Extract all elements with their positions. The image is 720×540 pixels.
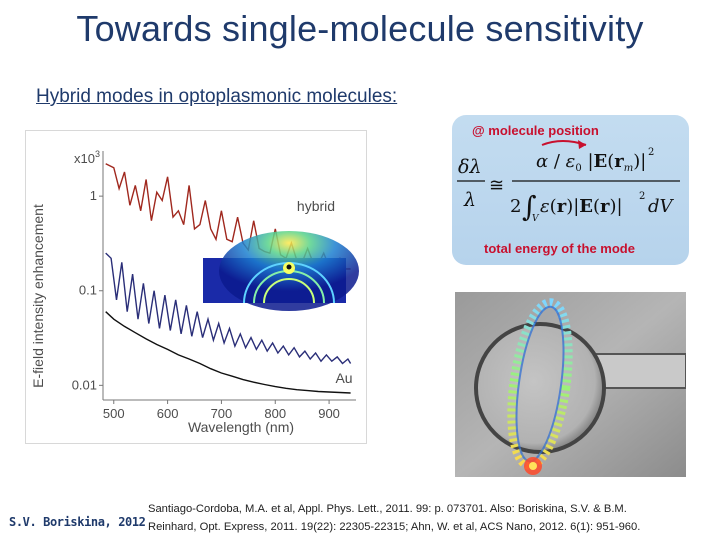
slide-title: Towards single-molecule sensitivity [76, 8, 644, 49]
series-label-hybrid: hybrid [297, 198, 335, 214]
x-tick-label: 800 [264, 406, 286, 421]
svg-text:≅: ≅ [489, 175, 504, 196]
microscope-image [455, 292, 687, 477]
svg-text:∫: ∫ [522, 190, 537, 223]
x-tick-label: 700 [211, 406, 233, 421]
x-tick-label: 600 [157, 406, 179, 421]
references-line-2: Reinhard, Opt. Express, 2011. 19(22): 22… [148, 521, 641, 533]
series-line-au [105, 311, 351, 394]
x-tick-label: 900 [318, 406, 340, 421]
y-tick-label: 1 [90, 188, 97, 203]
svg-text:V: V [532, 214, 540, 224]
y-axis-label: E-field intensity enhancement [30, 204, 46, 388]
field-map-inset [203, 231, 359, 311]
svg-text:ε(r)|E(r)|: ε(r)|E(r)| [540, 196, 623, 217]
svg-text:2: 2 [510, 196, 521, 217]
y-tick-label: 0.01 [72, 377, 97, 392]
slide-subtitle: Hybrid modes in optoplasmonic molecules: [36, 86, 398, 107]
molecule-position-label: @ molecule position [472, 123, 599, 138]
series-line-bead [105, 252, 352, 365]
author-credit: S.V. Boriskina, 2012 [9, 515, 146, 529]
total-energy-label: total energy of the mode [484, 241, 635, 256]
svg-text:α / ε0 |E(rm)|: α / ε0 |E(rm)| [536, 151, 646, 174]
svg-text:dV: dV [648, 196, 675, 217]
svg-text:δλ: δλ [458, 156, 481, 178]
svg-text:2: 2 [639, 191, 645, 202]
references-line-1: Santiago-Cordoba, M.A. et al, Appl. Phys… [148, 503, 627, 515]
y-multiplier: x103 [74, 149, 100, 166]
svg-text:λ: λ [463, 189, 476, 211]
formula: δλ λ ≅ α / ε0 |E(rm)| 2 2 ∫ V ε(r)|E(r)|… [457, 147, 680, 224]
svg-text:2: 2 [648, 147, 654, 158]
references: Santiago-Cordoba, M.A. et al, Appl. Phys… [148, 500, 716, 536]
y-tick-label: 0.1 [79, 283, 97, 298]
x-axis-label: Wavelength (nm) [188, 419, 294, 435]
equation-panel: @ molecule position δλ λ ≅ α / ε0 |E(rm)… [452, 115, 689, 265]
series-label-au: Au [335, 370, 352, 386]
x-tick-label: 500 [103, 406, 125, 421]
